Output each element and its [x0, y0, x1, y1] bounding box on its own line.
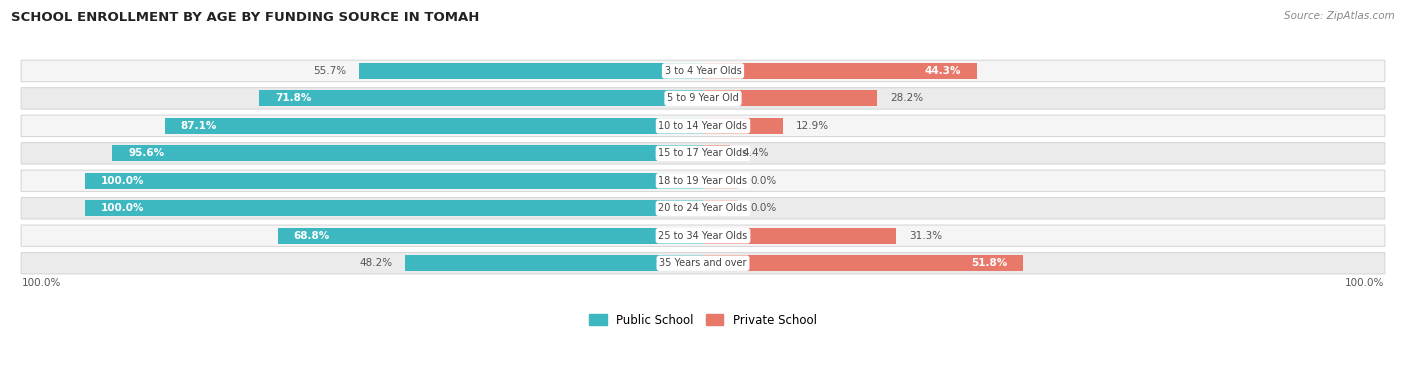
Text: 95.6%: 95.6%: [128, 148, 165, 158]
Bar: [703, 228, 897, 244]
Bar: [703, 200, 738, 216]
Text: 31.3%: 31.3%: [910, 231, 942, 241]
Bar: [165, 118, 703, 134]
Text: 15 to 17 Year Olds: 15 to 17 Year Olds: [658, 148, 748, 158]
Text: 100.0%: 100.0%: [101, 203, 145, 213]
Text: 51.8%: 51.8%: [972, 258, 1007, 268]
Text: 44.3%: 44.3%: [924, 66, 960, 76]
FancyBboxPatch shape: [21, 60, 1385, 82]
FancyBboxPatch shape: [21, 115, 1385, 136]
Text: 0.0%: 0.0%: [751, 203, 778, 213]
Text: 55.7%: 55.7%: [314, 66, 346, 76]
Bar: [405, 255, 703, 271]
Text: 3 to 4 Year Olds: 3 to 4 Year Olds: [665, 66, 741, 76]
Bar: [703, 63, 977, 79]
Bar: [86, 200, 703, 216]
Text: 100.0%: 100.0%: [21, 278, 60, 288]
Text: 5 to 9 Year Old: 5 to 9 Year Old: [666, 93, 740, 103]
Bar: [259, 90, 703, 106]
FancyBboxPatch shape: [21, 170, 1385, 192]
Text: 28.2%: 28.2%: [890, 93, 924, 103]
Bar: [703, 118, 783, 134]
Text: 4.4%: 4.4%: [742, 148, 769, 158]
Text: 100.0%: 100.0%: [101, 176, 145, 186]
Bar: [86, 173, 703, 189]
Text: SCHOOL ENROLLMENT BY AGE BY FUNDING SOURCE IN TOMAH: SCHOOL ENROLLMENT BY AGE BY FUNDING SOUR…: [11, 11, 479, 24]
FancyBboxPatch shape: [21, 143, 1385, 164]
Bar: [703, 173, 738, 189]
Bar: [278, 228, 703, 244]
Text: 68.8%: 68.8%: [294, 231, 330, 241]
Text: 20 to 24 Year Olds: 20 to 24 Year Olds: [658, 203, 748, 213]
Text: 48.2%: 48.2%: [360, 258, 392, 268]
Text: Source: ZipAtlas.com: Source: ZipAtlas.com: [1284, 11, 1395, 21]
Text: 35 Years and over: 35 Years and over: [659, 258, 747, 268]
Bar: [703, 90, 877, 106]
Text: 0.0%: 0.0%: [751, 176, 778, 186]
FancyBboxPatch shape: [21, 198, 1385, 219]
Text: 87.1%: 87.1%: [181, 121, 217, 131]
Text: 18 to 19 Year Olds: 18 to 19 Year Olds: [658, 176, 748, 186]
FancyBboxPatch shape: [21, 225, 1385, 247]
Text: 71.8%: 71.8%: [276, 93, 312, 103]
Text: 12.9%: 12.9%: [796, 121, 828, 131]
Bar: [703, 146, 730, 161]
Text: 10 to 14 Year Olds: 10 to 14 Year Olds: [658, 121, 748, 131]
FancyBboxPatch shape: [21, 253, 1385, 274]
Bar: [359, 63, 703, 79]
Legend: Public School, Private School: Public School, Private School: [585, 309, 821, 331]
FancyBboxPatch shape: [21, 88, 1385, 109]
Text: 25 to 34 Year Olds: 25 to 34 Year Olds: [658, 231, 748, 241]
Text: 100.0%: 100.0%: [1346, 278, 1385, 288]
Bar: [112, 146, 703, 161]
Bar: [703, 255, 1024, 271]
